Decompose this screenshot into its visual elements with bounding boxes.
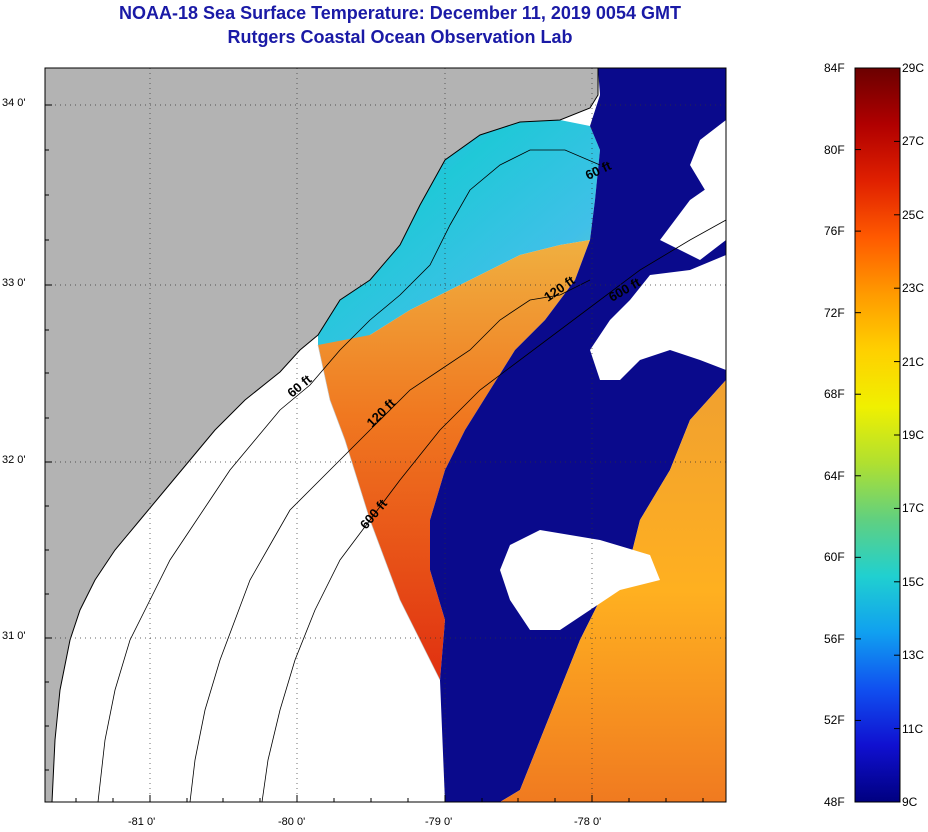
lat-label: 31 0'	[2, 630, 26, 642]
cold-water	[430, 68, 726, 802]
lon-label: -81 0'	[128, 816, 156, 828]
map-area: 60 ft 120 ft 600 ft 60 ft 120 ft 600 ft	[45, 68, 726, 802]
map-title: NOAA-18 Sea Surface Temperature: Decembe…	[119, 3, 681, 23]
colorbar-c-label: 13C	[902, 648, 925, 663]
colorbar-ticks	[855, 67, 900, 803]
colorbar-f-label: 72F	[824, 305, 845, 320]
colorbar-c-label: 21C	[902, 354, 925, 369]
colorbar-c-label: 23C	[902, 281, 925, 296]
cloud-patch-south	[500, 530, 660, 630]
lat-label: 33 0'	[2, 277, 26, 289]
colorbar-f-label: 80F	[824, 142, 845, 157]
colorbar-f-label: 56F	[824, 631, 845, 646]
map-subtitle: Rutgers Coastal Ocean Observation Lab	[227, 27, 573, 47]
warm-water-swath	[318, 240, 590, 680]
colorbar-c-label: 29C	[902, 61, 925, 75]
colorbar-c-label: 25C	[902, 207, 925, 222]
nearshore-cool-water	[318, 120, 600, 355]
lon-label: -80 0'	[278, 816, 306, 828]
lat-lon-grid	[45, 68, 726, 802]
swath-edge	[317, 344, 441, 681]
coastline	[51, 68, 599, 802]
colorbar-f-label: 76F	[824, 224, 845, 239]
colorbar-c-label: 11C	[902, 721, 924, 736]
colorbar-f-label: 60F	[824, 550, 845, 565]
isobath-60ft	[97, 149, 601, 802]
colorbar-f-label: 52F	[824, 713, 845, 728]
isobath-120ft	[189, 279, 591, 802]
colorbar-f-label: 68F	[824, 387, 845, 402]
colorbar	[854, 67, 901, 803]
map-frame	[44, 67, 727, 803]
colorbar-f-label: 84F	[824, 61, 845, 75]
colorbar-c-label: 15C	[902, 574, 925, 589]
colorbar-c-label: 27C	[902, 134, 925, 149]
cloud-patch-east	[590, 120, 726, 380]
colorbar-f-label: 64F	[824, 468, 845, 483]
land-mass	[45, 68, 600, 802]
colorbar-c-label: 19C	[902, 428, 925, 442]
lat-label: 32 0'	[2, 454, 26, 466]
colorbar-c-label: 17C	[902, 501, 925, 516]
colorbar-c-label: 9C	[902, 795, 918, 809]
lat-label: 34 0'	[2, 97, 26, 109]
lon-label: -79 0'	[425, 816, 453, 828]
axis-ticks	[45, 104, 704, 802]
colorbar-f-label: 48F	[824, 795, 845, 809]
lon-label: -78 0'	[574, 816, 602, 828]
